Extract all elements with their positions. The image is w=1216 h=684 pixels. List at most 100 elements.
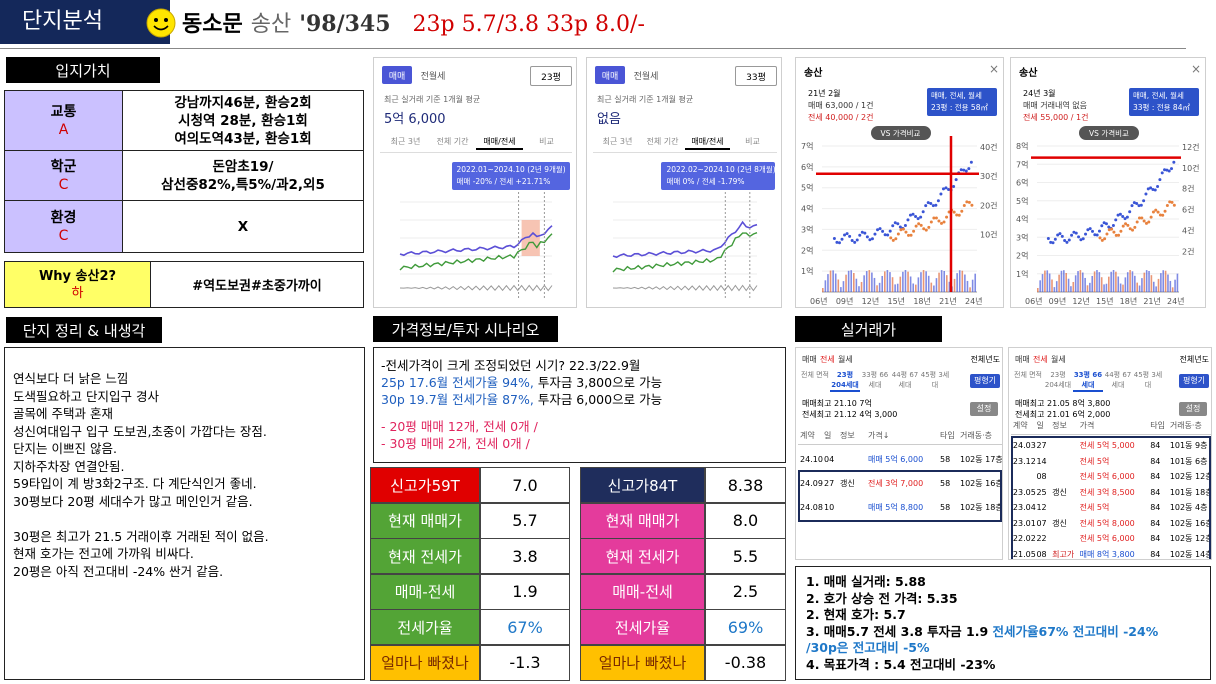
trade-dot bbox=[853, 240, 857, 244]
volume-bar bbox=[1117, 276, 1120, 292]
trade-dot bbox=[1072, 230, 1076, 234]
category-grade: C bbox=[58, 176, 69, 193]
axis-label: 40건 bbox=[980, 142, 998, 152]
volume-bar bbox=[878, 282, 881, 292]
metric-label: 현재 전세가 bbox=[370, 538, 480, 574]
note-line: 도색필요하고 단지입구 경사 bbox=[13, 388, 159, 404]
volume-bar bbox=[1093, 271, 1096, 292]
trade-dot bbox=[952, 184, 956, 188]
axis-label: 15년 bbox=[1096, 296, 1114, 306]
scenario-box: -전세가격이 크게 조정되었던 시기? 22.3/22.9월 25p 17.6월 … bbox=[373, 347, 786, 463]
axis-label: 24년 bbox=[1167, 296, 1185, 306]
area-tab: 33평 66세대 bbox=[1073, 370, 1103, 392]
trade-dot bbox=[1093, 233, 1097, 237]
trade-dot bbox=[906, 218, 910, 222]
column-header: 거래동·층 bbox=[960, 431, 992, 440]
trade-dot bbox=[1121, 215, 1125, 219]
volume-bar bbox=[850, 270, 853, 292]
axis-label: 5억 bbox=[801, 183, 813, 193]
volume-bar bbox=[1176, 273, 1179, 292]
axis-label: 09년 bbox=[1049, 296, 1067, 306]
trade-cell: 23.04 bbox=[1012, 503, 1036, 512]
highlight-frame bbox=[798, 470, 1002, 522]
volume-bar bbox=[829, 270, 832, 292]
price: 5억 6,000 bbox=[384, 112, 446, 127]
trade-tab: 전세 bbox=[820, 355, 835, 364]
trade-dot bbox=[959, 168, 963, 172]
trade-dot bbox=[914, 215, 918, 219]
volume-bar bbox=[956, 273, 958, 292]
trade-dot bbox=[1051, 241, 1055, 245]
trade-dot bbox=[1149, 186, 1153, 190]
volume-bar bbox=[948, 281, 951, 292]
volume-bar bbox=[865, 271, 868, 292]
trade-dot bbox=[1104, 222, 1108, 226]
point-rent: 전세 40,000 / 2건 bbox=[808, 113, 874, 122]
chart-drawing: 7억 6억 5억 4억 3억 2억 1억 40건 30건 20건 10건 06년 09년 12년 15년 18… bbox=[801, 136, 998, 306]
trade-dot bbox=[964, 169, 968, 173]
text-line: -전세가격이 크게 조정되었던 시기? 22.3/22.9월 bbox=[381, 357, 778, 374]
volume-bar bbox=[886, 270, 889, 292]
metric-label: 매매-전세 bbox=[370, 573, 480, 610]
area-button: 평형기 bbox=[1179, 374, 1209, 388]
trade-dot bbox=[934, 203, 938, 207]
rent-line bbox=[399, 233, 553, 271]
trade-dot bbox=[1063, 239, 1067, 243]
metric-label: 얼마나 빠졌나 bbox=[580, 644, 705, 681]
area-tab: 33평 66세대 bbox=[861, 371, 889, 389]
volume-bar bbox=[1065, 273, 1067, 292]
trade-cell: 101동 18층 bbox=[1169, 487, 1212, 497]
trade-dot bbox=[1121, 224, 1125, 228]
volume-bar bbox=[1119, 283, 1122, 292]
metric-label: 현재 전세가 bbox=[580, 538, 705, 574]
trade-dot bbox=[929, 220, 933, 224]
chart-screenshot: 매매 전월세 23평 최근 실거래 기준 1개월 평균 5억 6,000 최근 3년 전체 … bbox=[373, 57, 577, 308]
detail-line: 시청역 28분, 환승1회 bbox=[178, 112, 308, 129]
view-tab: 매매/전세 bbox=[685, 136, 730, 150]
volume-bar bbox=[1070, 286, 1072, 292]
trade-dot bbox=[1165, 168, 1169, 172]
trade-dot bbox=[1117, 233, 1121, 237]
trade-dot bbox=[939, 192, 943, 196]
column-header: 가격↓ bbox=[868, 431, 890, 440]
trade-cell: 08 bbox=[1036, 549, 1047, 559]
volume-bar bbox=[1148, 270, 1150, 292]
area-tab: 45평 3세대 bbox=[1133, 371, 1163, 389]
detail-line: X bbox=[237, 218, 249, 235]
volume-bar bbox=[933, 285, 935, 292]
point-sale: 매매 거래내역 없음 bbox=[1023, 101, 1087, 110]
text-line: 4. 목표가격 : 5.4 전고대비 -23% bbox=[806, 657, 1200, 674]
trade-dot bbox=[917, 222, 921, 226]
category-grade: C bbox=[58, 227, 69, 244]
trade-cell: 21.05 bbox=[1012, 549, 1036, 559]
view-tab: 전체 기간 bbox=[646, 137, 679, 146]
axis-label: 6억 bbox=[1016, 178, 1028, 188]
trade-dot bbox=[1137, 216, 1141, 220]
metric-label: 현재 매매가 bbox=[370, 502, 480, 539]
axis-label: 06년 bbox=[1025, 296, 1043, 306]
trade-cell: 25 bbox=[1036, 487, 1047, 497]
panel-name: 송산 bbox=[1019, 68, 1038, 79]
trade-dot bbox=[886, 233, 890, 237]
volume-bar bbox=[917, 277, 920, 292]
metric-value: 1.9 bbox=[480, 573, 570, 610]
volume-bar bbox=[1041, 274, 1044, 292]
volume-bar bbox=[1145, 270, 1148, 292]
detail-line: 돈암초19/ bbox=[212, 158, 274, 175]
complex-area: 동소문 bbox=[182, 12, 243, 37]
text-line: 25p 17.6월 전세가율 94%, 투자금 3,800으로 가능 bbox=[381, 374, 778, 391]
trade-dot bbox=[1102, 221, 1106, 225]
category-cell: 환경 C bbox=[4, 200, 123, 253]
volume-bar bbox=[902, 271, 904, 292]
volume-bar bbox=[827, 274, 829, 292]
area-tab: 전체 면적 bbox=[1014, 371, 1042, 379]
volume-bar bbox=[971, 279, 974, 292]
volume-bar bbox=[946, 275, 948, 292]
volume-bar bbox=[958, 270, 961, 292]
section-label: 가격정보/투자 시나리오 bbox=[373, 316, 558, 342]
trade-dot bbox=[1135, 220, 1139, 224]
axis-label: 10건 bbox=[1182, 163, 1200, 173]
trade-cell: 전세 5억 bbox=[1079, 456, 1110, 466]
tooltip-change: 매매 -20% / 전세 +21.71% bbox=[456, 177, 551, 186]
tab-rule bbox=[380, 152, 572, 153]
